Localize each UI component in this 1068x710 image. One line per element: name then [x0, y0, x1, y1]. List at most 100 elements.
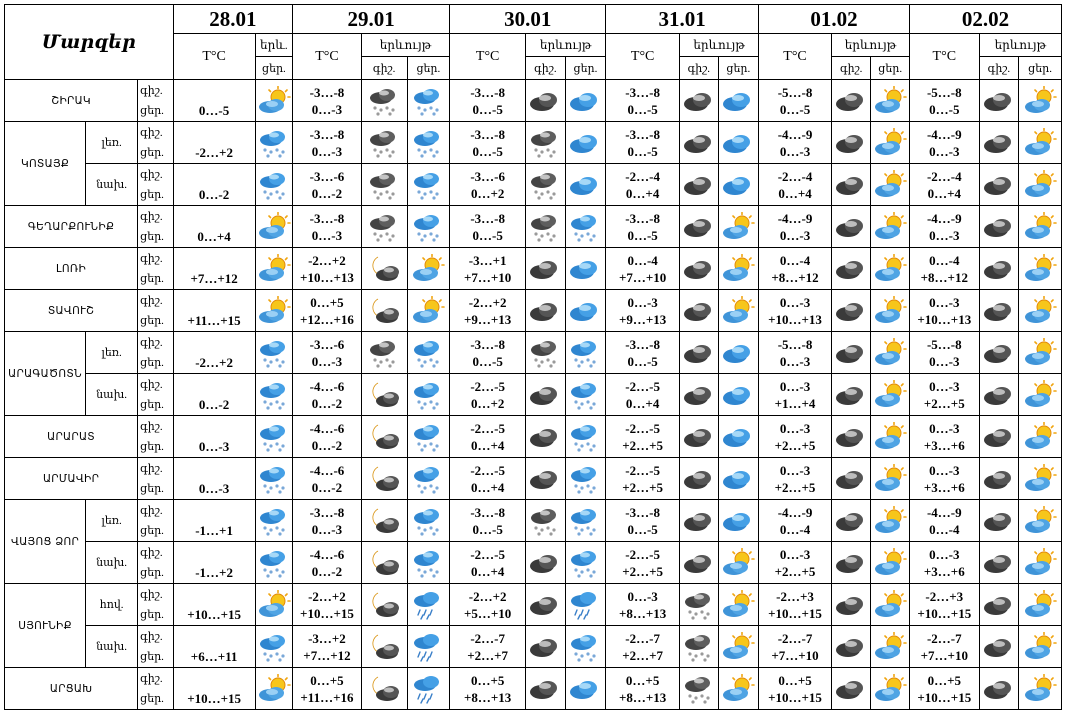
- dark-cloud-icon: [525, 289, 566, 332]
- day-temperature: +11…+16: [300, 689, 354, 705]
- night-temperature: 0…+5: [625, 672, 660, 688]
- dark-cloud-icon: [679, 163, 719, 206]
- night-temperature: 0…+5: [778, 672, 812, 688]
- dark-cloud-icon: [830, 541, 872, 584]
- temperature-cell: -3…-8 0…-5: [605, 331, 681, 374]
- dark-cloud-icon: [830, 583, 872, 626]
- snow-blue-icon: [564, 541, 607, 584]
- temperature-range: +11…+15: [172, 289, 256, 332]
- day-temperature: 0…-3: [311, 521, 343, 537]
- day-temperature: 0…+4: [470, 563, 505, 579]
- day-temperature: +12…+16: [300, 311, 354, 327]
- phenomenon-column-header: երևույթ: [525, 33, 607, 57]
- snow-blue-icon: [254, 415, 294, 458]
- day-label: ցեր.: [140, 566, 164, 579]
- night-temperature: 0…-4: [929, 252, 960, 268]
- night-subheader: գիշ.: [679, 56, 719, 80]
- blue-cloud-icon: [717, 499, 760, 542]
- night-temperature: -3…-6: [309, 336, 345, 352]
- temperature-cell: 0…-4 +8…+12: [758, 247, 832, 290]
- temperature-cell: -2…-4 0…+4: [758, 163, 832, 206]
- sun-cloud-icon: [406, 289, 451, 332]
- dark-cloud-icon: [978, 583, 1020, 626]
- region-row: ՍՅՈՒՆԻՔ հով. գիշ. ցեր. +10…+15 -2…+2 +10…+15 -2…: [3, 583, 1062, 668]
- temperature-cell: 0…-3 +10…+13: [758, 289, 832, 332]
- dark-cloud-icon: [679, 457, 719, 500]
- temperature-cell: -3…-8 0…-3: [292, 205, 362, 248]
- day-temperature: +2…+5: [622, 437, 664, 453]
- temperature-cell: -2…-5 0…+4: [449, 457, 527, 500]
- sun-cloud-icon: [870, 79, 910, 122]
- night-day-label: գիշ. ցեր.: [137, 667, 174, 710]
- night-temperature: -3…+2: [308, 630, 346, 646]
- dark-cloud-icon: [978, 331, 1020, 374]
- temperature-cell: -2…+3 +10…+15: [908, 583, 980, 626]
- day-temperature: +10…+15: [768, 689, 822, 705]
- dark-cloud-icon: [830, 289, 872, 332]
- day-temperature: +2…+7: [622, 647, 664, 663]
- sun-cloud-icon: [254, 247, 294, 290]
- temperature-range: 0…-3: [172, 457, 256, 500]
- night-temperature: 0…-4: [779, 252, 811, 268]
- day-temperature: 0…-2: [311, 185, 343, 201]
- day-temperature: 0…-5: [472, 353, 503, 369]
- dark-cloud-icon: [679, 373, 719, 416]
- night-subheader: գիշ.: [830, 56, 872, 80]
- night-temperature: -2…-5: [470, 462, 505, 478]
- sun-cloud-icon: [717, 247, 760, 290]
- dark-cloud-icon: [978, 205, 1020, 248]
- temperature-cell: -2…+2 +10…+15: [292, 583, 362, 626]
- night-temperature: -2…+2: [468, 294, 507, 310]
- night-temperature: 0…-3: [779, 294, 811, 310]
- phenomenon-column-header: երևույթ: [830, 33, 910, 57]
- date-header: 02.02: [908, 4, 1063, 34]
- snow-blue-icon: [254, 163, 294, 206]
- night-temperature: -3…-8: [625, 84, 660, 100]
- snow-blue-icon: [254, 499, 294, 542]
- temperature-cell: -3…-6 0…-3: [292, 331, 362, 374]
- sun-cloud-icon: [1018, 541, 1062, 584]
- dark-cloud-icon: [525, 541, 566, 584]
- day-label: ցեր.: [140, 104, 164, 117]
- dark-cloud-icon: [525, 415, 566, 458]
- day-temperature: 0…+4: [470, 437, 505, 453]
- temp-column-header: T°C: [908, 33, 980, 80]
- day-subheader: ցեր.: [564, 56, 607, 80]
- night-temperature: 0…-3: [779, 378, 811, 394]
- night-temperature: 0…+5: [310, 294, 344, 310]
- night-temperature: -4…-9: [926, 210, 962, 226]
- snow-blue-icon: [406, 541, 451, 584]
- night-temperature: 0…-4: [627, 252, 658, 268]
- day-temperature: +9…+13: [463, 311, 512, 327]
- day-temperature: +3…+6: [923, 479, 965, 495]
- snow-blue-icon: [406, 499, 451, 542]
- region-row: ՎԱՅՈՑ ՁՈՐ լեռ. գիշ. ցեր. -1…+1 -3…-8 0…-3 -3…-8…: [3, 499, 1062, 584]
- night-temperature: -4…-9: [777, 126, 813, 142]
- dark-cloud-icon: [830, 499, 872, 542]
- region-row: նախ. գիշ. ցեր. -1…+2 -4…-6 0…-2 -2…-5 0…+4 -2…-5…: [5, 541, 1062, 584]
- night-day-label: գիշ. ցեր.: [137, 331, 174, 374]
- day-temperature: +10…+13: [768, 311, 822, 327]
- temperature-cell: -4…-9 0…-4: [908, 499, 980, 542]
- sun-cloud-icon: [717, 583, 760, 626]
- dark-cloud-icon: [830, 415, 872, 458]
- dark-cloud-icon: [978, 415, 1020, 458]
- temperature-cell: 0…-3 +3…+6: [908, 457, 980, 500]
- region-row: նախ. գիշ. ցեր. 0…-2 -3…-6 0…-2 -3…-6 0…+2 -2…-4 0…: [5, 163, 1062, 206]
- night-day-label: գիշ. ցեր.: [137, 499, 174, 542]
- region-row: ԱՐՄԱՎԻՐ գիշ. ցեր. 0…-3 -4…-6 0…-2 -2…-5 0…+4 -2……: [3, 457, 1062, 500]
- night-temperature: -4…-9: [926, 126, 962, 142]
- sun-cloud-icon: [870, 289, 910, 332]
- phenomenon-column-header: երևույթ: [978, 33, 1063, 57]
- day-label: ցեր.: [140, 356, 164, 369]
- temperature-cell: 0…-3 +10…+13: [908, 289, 980, 332]
- subregion-label: նախ.: [85, 625, 139, 668]
- blue-cloud-icon: [717, 79, 760, 122]
- dark-cloud-icon: [679, 247, 719, 290]
- temperature-cell: -3…-8 0…-5: [449, 79, 527, 122]
- temperature-cell: 0…+5 +12…+16: [292, 289, 362, 332]
- day-temperature: +2…+5: [622, 479, 664, 495]
- day-temperature: 0…+4: [625, 185, 660, 201]
- night-label: գիշ.: [140, 126, 163, 139]
- snow-blue-icon: [406, 457, 451, 500]
